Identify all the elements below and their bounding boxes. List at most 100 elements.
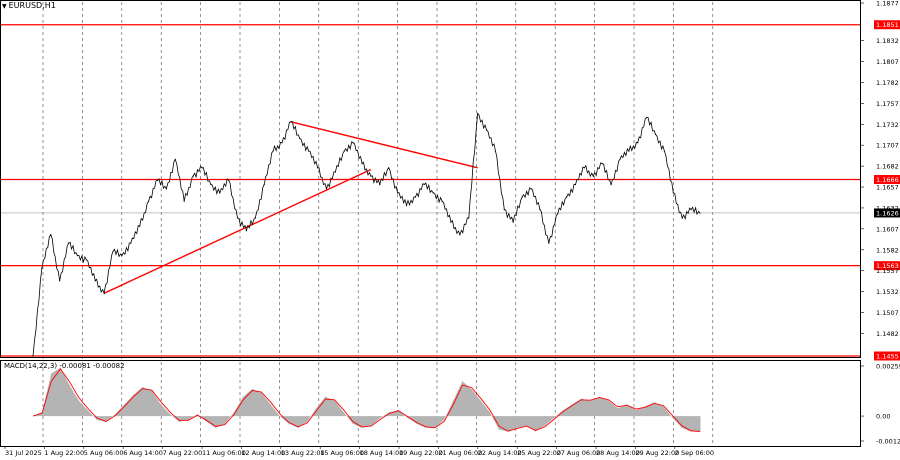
time-axis-label: 18 Aug 14:00: [360, 449, 404, 457]
price-point: [414, 196, 417, 198]
price-point: [201, 167, 203, 169]
time-axis-label: 12 Aug 14:00: [241, 449, 285, 457]
price-point: [139, 225, 141, 227]
price-point: [557, 213, 559, 215]
price-point: [494, 150, 497, 152]
trendline[interactable]: [290, 121, 478, 169]
price-point: [76, 255, 79, 257]
price-point: [41, 267, 43, 269]
price-pane-frame: [0, 0, 861, 358]
price-point: [263, 183, 265, 186]
trendlines[interactable]: [103, 121, 478, 294]
price-axis-label: 1.1682: [876, 163, 899, 171]
time-axis-label: 7 Aug 22:00: [163, 449, 203, 457]
level-price-badge: [874, 20, 900, 30]
price-point: [485, 129, 488, 131]
price-point: [619, 158, 621, 161]
time-axis-label: 25 Aug 22:00: [517, 449, 561, 457]
price-point: [397, 192, 399, 194]
price-axis-label: 1.1532: [876, 288, 899, 296]
macd-signal-line: [32, 368, 701, 432]
level-price-label: 1.1851: [876, 21, 899, 29]
price-point: [583, 167, 585, 169]
time-axis-label: 6 Aug 14:00: [123, 449, 163, 457]
price-point: [441, 200, 443, 202]
price-point: [628, 150, 630, 152]
price-axis-label: 1.1507: [876, 309, 899, 317]
symbol-title-text: EURUSD,H1: [8, 1, 56, 10]
price-series: [32, 112, 701, 357]
price-point: [94, 280, 96, 282]
price-point: [183, 200, 185, 202]
price-point: [130, 242, 132, 244]
price-point: [681, 217, 683, 219]
macd-axis-label: 0.00259: [876, 363, 900, 371]
price-point: [361, 163, 363, 165]
price-point: [325, 188, 328, 190]
level-price-label: 1.1666: [876, 176, 899, 184]
price-point: [388, 167, 390, 169]
price-point: [592, 175, 594, 177]
time-axis: 31 Jul 2025 1 Aug 22:00 5 Aug 06:00 6 Aug 1…: [4, 446, 714, 457]
price-point: [637, 142, 639, 144]
price-point: [148, 200, 150, 202]
price-point: [672, 192, 674, 194]
current-price-badge: [874, 208, 900, 218]
price-axis-label: 1.1707: [876, 142, 899, 150]
price-point: [85, 259, 87, 261]
current-price-label: 1.1626: [876, 209, 899, 217]
price-point: [245, 229, 248, 232]
price-point: [343, 150, 345, 152]
horizontal-levels[interactable]: 1.1851 1.1666 1.1563 1.1455 1.1626: [1, 20, 900, 361]
price-axis-label: 1.1632: [876, 204, 899, 212]
price-point: [67, 242, 70, 244]
price-line: [32, 112, 701, 357]
collapse-triangle-icon[interactable]: ▼: [2, 3, 7, 10]
price-axis-label: 1.1832: [876, 37, 899, 45]
symbol-title: ▼ EURUSD,H1: [2, 1, 56, 10]
price-point: [654, 133, 657, 135]
price-point: [281, 142, 283, 144]
price-point: [299, 137, 301, 140]
time-axis-label: 13 Aug 22:00: [281, 449, 325, 457]
price-point: [610, 183, 612, 186]
time-axis-label: 19 Aug 22:00: [399, 449, 443, 457]
price-point: [663, 150, 666, 152]
price-axis: 1.1877 1.1832 1.1807 1.1782 1.1757 1.1732 1.17…: [860, 0, 899, 338]
macd-series: [32, 367, 701, 432]
price-point: [156, 179, 159, 181]
price-axis-label: 1.1607: [876, 225, 899, 233]
level-price-badge: [874, 175, 900, 184]
price-point: [210, 183, 212, 186]
price-point: [308, 150, 310, 152]
price-point: [192, 175, 194, 177]
price-axis-label: 1.1482: [876, 330, 899, 338]
price-point: [32, 355, 34, 357]
price-point: [468, 217, 470, 219]
time-axis-label: 21 Aug 06:00: [438, 449, 482, 457]
price-point: [352, 142, 354, 144]
price-point: [699, 212, 701, 214]
grid-lines: [42, 2, 714, 446]
price-point: [548, 242, 550, 244]
macd-indicator-label: MACD(14,22,3) -0.00081 -0.00082: [4, 362, 125, 370]
price-axis-label: 1.1582: [876, 246, 899, 254]
price-point: [228, 179, 230, 181]
level-price-badge: [874, 351, 900, 361]
price-point: [566, 196, 568, 198]
macd-axis-label: -0.00129: [876, 438, 900, 446]
price-point: [521, 196, 523, 198]
price-point: [272, 150, 274, 152]
macd-axis: 0.00259 0.00 -0.00129: [860, 363, 900, 446]
time-axis-label: 1 Aug 22:00: [44, 449, 84, 457]
trendline[interactable]: [103, 168, 372, 294]
price-axis-label: 1.1732: [876, 121, 899, 129]
price-point: [405, 204, 408, 207]
price-axis-label: 1.1757: [876, 100, 899, 108]
level-price-label: 1.1455: [876, 353, 899, 361]
price-point: [530, 188, 532, 190]
price-point: [423, 183, 425, 186]
price-point: [290, 121, 292, 123]
